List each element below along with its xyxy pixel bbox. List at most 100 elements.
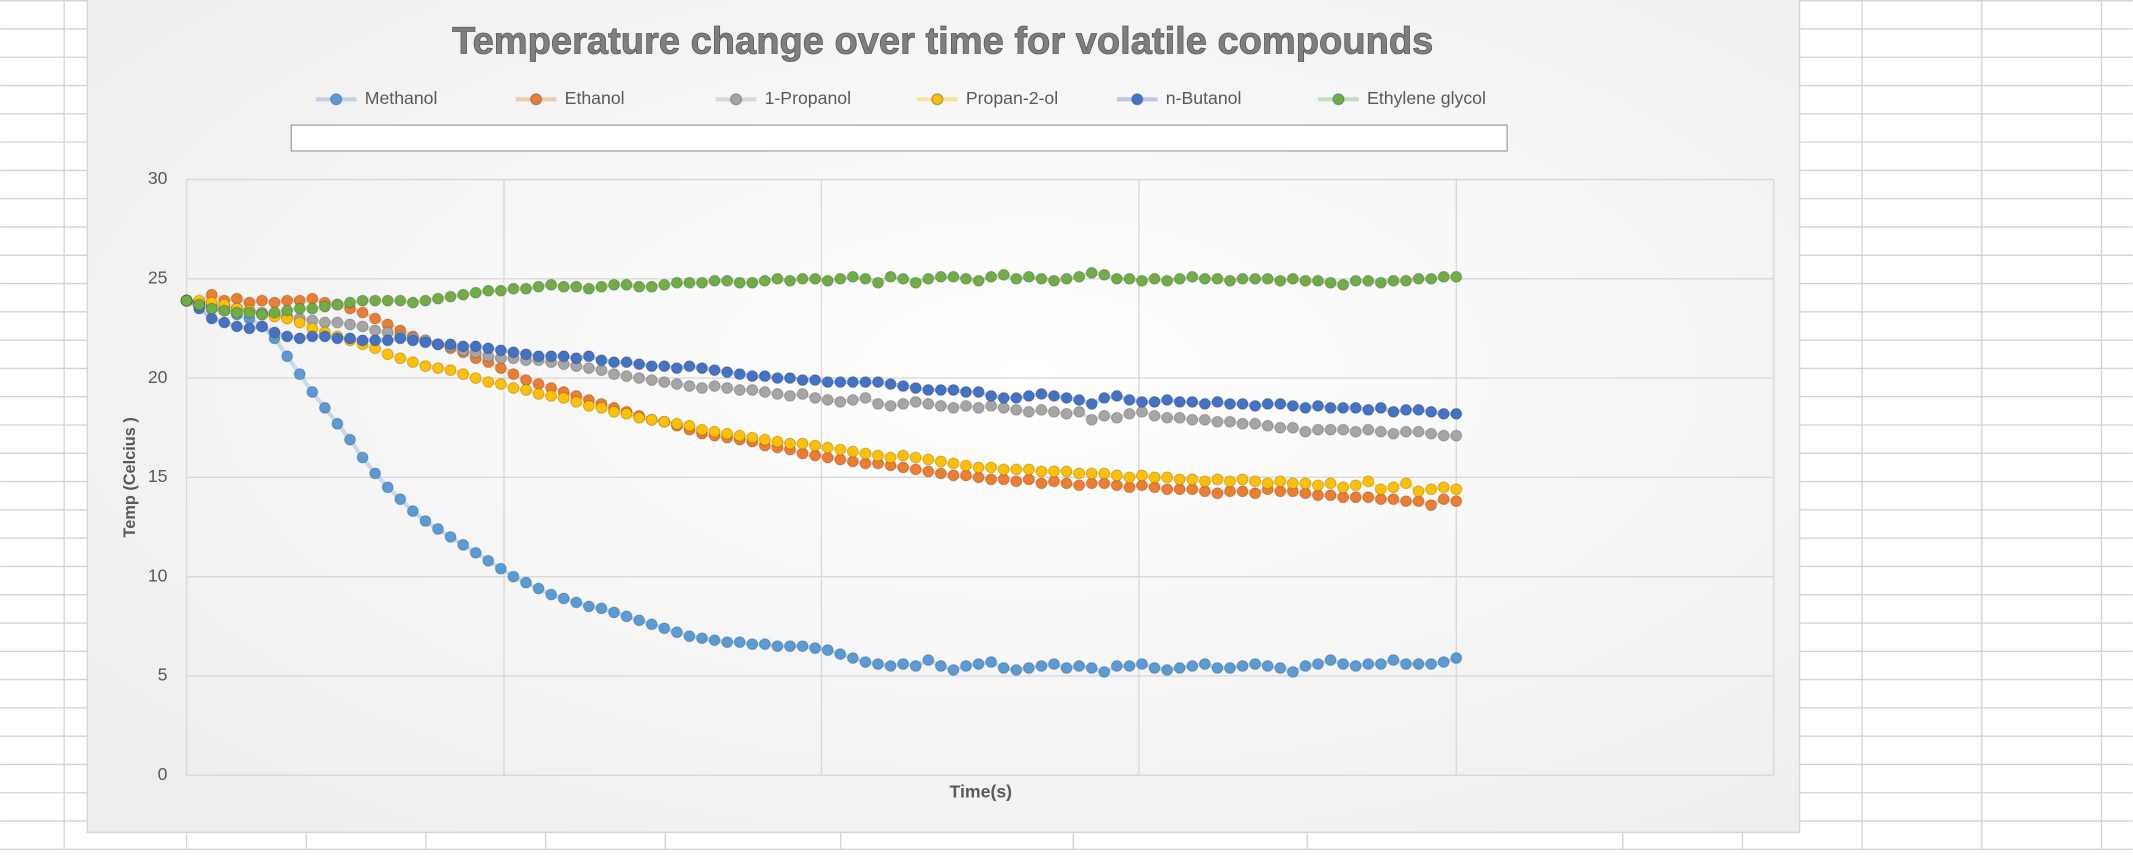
data-point <box>532 350 545 363</box>
data-point <box>1098 268 1111 281</box>
data-point <box>1362 475 1375 488</box>
data-point <box>633 358 646 371</box>
legend-item: Propan-2-ol <box>916 88 1058 108</box>
data-point <box>419 294 432 307</box>
data-point <box>947 384 960 396</box>
data-point <box>570 280 583 293</box>
data-point <box>909 276 922 289</box>
data-point <box>406 356 419 369</box>
data-point <box>256 320 268 333</box>
data-point <box>1186 413 1199 426</box>
data-point <box>520 282 532 295</box>
data-point <box>721 636 734 649</box>
data-point <box>997 401 1010 414</box>
data-point <box>419 360 432 373</box>
data-point <box>1010 272 1023 285</box>
data-point <box>884 270 897 283</box>
data-point <box>1060 272 1073 285</box>
data-point <box>1048 274 1060 287</box>
data-point <box>1412 495 1425 508</box>
data-point <box>1412 403 1425 416</box>
data-point <box>1186 270 1199 283</box>
data-point <box>1123 660 1136 672</box>
data-point <box>1060 477 1073 490</box>
data-point <box>1224 397 1236 410</box>
data-point <box>909 382 922 394</box>
y-tick-label: 20 <box>148 367 168 387</box>
data-point <box>872 658 884 670</box>
data-point <box>230 306 243 319</box>
data-point <box>1148 409 1161 422</box>
data-point <box>293 332 306 345</box>
data-point <box>1374 401 1387 414</box>
data-point <box>520 374 532 387</box>
data-point <box>545 588 558 601</box>
data-point <box>1161 483 1174 496</box>
data-point <box>432 362 444 375</box>
data-point <box>1010 391 1023 404</box>
data-point <box>1035 272 1048 285</box>
data-point <box>608 368 620 381</box>
data-point <box>658 376 671 389</box>
data-point <box>394 493 407 506</box>
data-point <box>318 316 331 329</box>
data-point <box>1374 658 1387 670</box>
data-point <box>934 455 947 468</box>
data-point <box>834 443 847 456</box>
data-point <box>846 455 859 468</box>
data-point <box>268 306 281 319</box>
data-point <box>960 385 972 398</box>
data-point <box>1249 475 1262 488</box>
data-point <box>934 399 947 412</box>
data-point <box>771 640 784 653</box>
data-point <box>494 562 507 575</box>
data-point <box>1261 397 1274 410</box>
data-point <box>545 389 558 402</box>
data-point <box>293 316 306 329</box>
data-point <box>331 417 344 430</box>
data-point <box>1211 473 1224 486</box>
data-point <box>381 348 394 361</box>
data-point <box>344 296 356 309</box>
data-point <box>180 294 193 307</box>
data-point <box>1186 660 1199 672</box>
data-point <box>268 296 281 309</box>
data-point <box>1022 473 1035 486</box>
data-point <box>281 304 294 317</box>
data-point <box>884 451 897 464</box>
data-point <box>281 294 294 307</box>
data-point <box>1286 272 1299 285</box>
data-point <box>381 481 394 494</box>
text-box[interactable] <box>290 124 1508 152</box>
data-point <box>1249 272 1262 285</box>
data-point <box>1349 425 1362 438</box>
data-point <box>1022 389 1035 402</box>
legend-marker <box>729 93 743 106</box>
data-point <box>545 278 558 291</box>
data-point <box>645 360 658 373</box>
data-point <box>683 419 696 432</box>
data-point <box>1261 272 1274 285</box>
data-point <box>457 368 470 381</box>
data-point <box>1073 270 1086 283</box>
data-point <box>909 395 922 408</box>
legend-label: Propan-2-ol <box>966 88 1058 108</box>
data-point <box>1400 477 1412 490</box>
data-point <box>193 298 206 311</box>
data-point <box>432 523 444 535</box>
data-point <box>1437 656 1450 669</box>
data-point <box>1286 399 1299 412</box>
data-point <box>897 658 910 670</box>
data-point <box>1236 397 1249 410</box>
data-point <box>645 618 658 631</box>
data-point <box>444 290 457 303</box>
data-point <box>1412 485 1425 498</box>
data-point <box>1098 409 1111 422</box>
data-point <box>356 294 369 307</box>
data-point <box>696 423 708 436</box>
data-point <box>1324 489 1337 502</box>
data-point <box>1437 407 1450 420</box>
data-point <box>696 382 708 394</box>
data-point <box>645 413 658 426</box>
